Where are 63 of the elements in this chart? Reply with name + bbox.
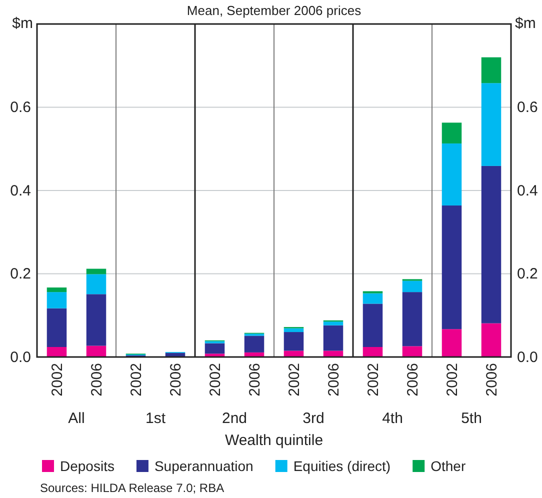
bar (481, 57, 502, 84)
bar (204, 343, 225, 354)
bar (362, 347, 383, 357)
x-tick-label: 2006 (168, 363, 184, 396)
text: 3rd (302, 410, 324, 427)
x-tick-label: 2002 (49, 363, 66, 396)
bar (46, 292, 67, 308)
text: 4th (382, 410, 403, 427)
bar (323, 322, 344, 326)
bar (442, 329, 462, 357)
bar (402, 280, 422, 292)
x-tick-label: 2002 (128, 363, 145, 396)
y-tick-label: 0.0 (10, 348, 31, 366)
bar (284, 328, 304, 332)
bar (86, 268, 106, 274)
legend-label: Other (430, 458, 466, 474)
legend-label: Superannuation (154, 458, 254, 474)
bar (402, 292, 422, 346)
y2-tick-label: 0.2 (517, 266, 538, 283)
bar (481, 166, 502, 324)
bar (442, 143, 462, 206)
bar (86, 346, 106, 357)
x-tick-label: 2002 (207, 363, 224, 396)
bar (323, 325, 344, 351)
bar (362, 293, 383, 304)
y2-tick-label: 0.0 (517, 348, 538, 366)
bar (86, 294, 106, 346)
x-axis-title: Wealth quintile (224, 432, 324, 449)
y-tick-label: 0.4 (10, 182, 31, 200)
bar (86, 274, 106, 294)
source-note: Sources: HILDA Release 7.0; RBA (40, 481, 224, 495)
x-tick-label: 2002 (444, 363, 461, 396)
y2-tick-label: 0.6 (517, 99, 538, 116)
bar (442, 205, 462, 330)
x-tick-label: 2006 (404, 363, 422, 396)
chart-title: Mean, September 2006 prices (186, 3, 362, 18)
x-tick-label: 2002 (286, 363, 303, 396)
x-tick-label: 2006 (246, 363, 264, 396)
x-tick-label: 2006 (484, 363, 500, 396)
text: All (68, 410, 85, 427)
y-axis-title: $m (12, 15, 33, 32)
x-tick-label: 2002 (365, 363, 382, 396)
text: 5th (461, 410, 482, 427)
x-tick-label: 2006 (326, 363, 342, 396)
bar (244, 336, 264, 352)
bar (402, 346, 422, 357)
y2-tick-label: 0.4 (517, 182, 538, 200)
y2-axis-title: $m (515, 15, 536, 32)
text: 2nd (222, 410, 248, 427)
bar (46, 347, 67, 357)
bar (46, 308, 67, 348)
bar (442, 122, 462, 144)
bar (362, 304, 383, 348)
legend-label: Deposits (60, 458, 114, 474)
y-tick-label: 0.6 (10, 99, 31, 116)
text: 1st (145, 410, 166, 427)
bar (481, 323, 502, 357)
legend-label: Equities (direct) (293, 458, 391, 474)
bar (46, 287, 67, 292)
bar (481, 83, 502, 166)
bar (284, 332, 304, 351)
x-tick-label: 2006 (88, 363, 106, 396)
y-tick-label: 0.2 (10, 266, 31, 283)
